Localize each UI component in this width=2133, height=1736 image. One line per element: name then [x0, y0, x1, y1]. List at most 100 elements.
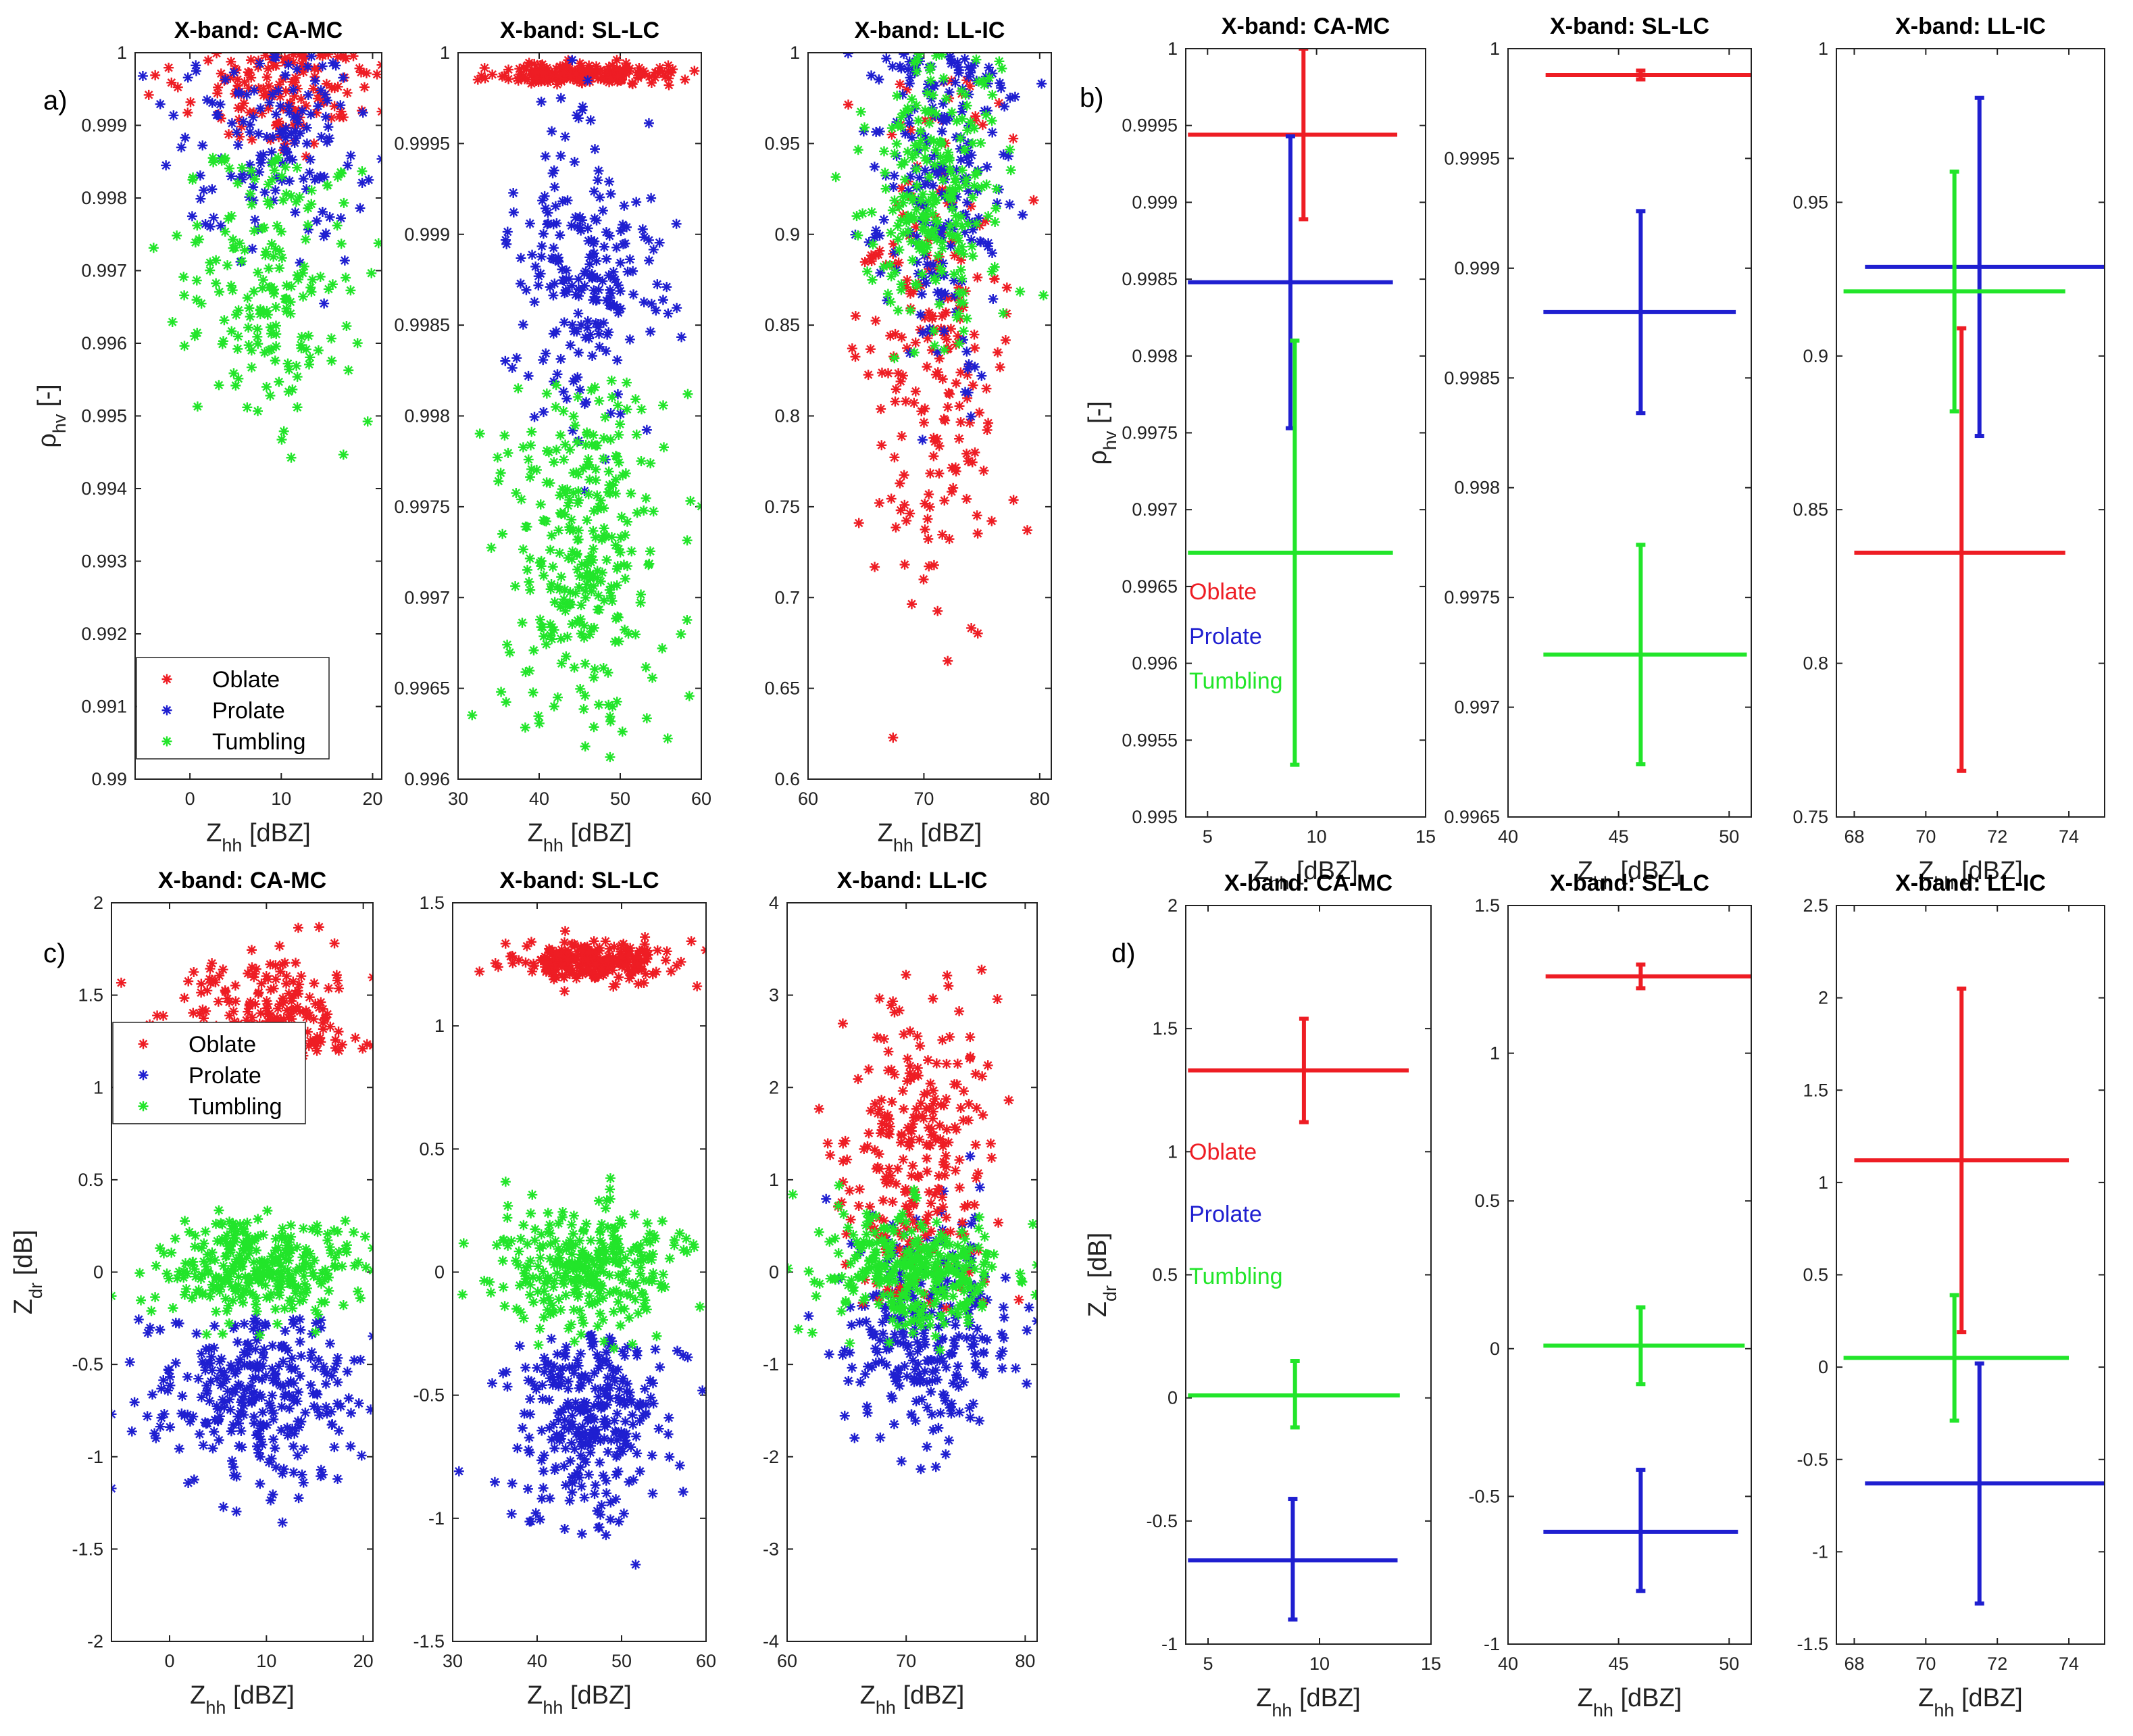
scatter-point-tumbling [262, 1206, 273, 1216]
scatter-point-oblate [943, 293, 953, 303]
scatter-point-tumbling [223, 214, 234, 224]
scatter-point-prolate [197, 140, 208, 151]
scatter-point-oblate [899, 1029, 909, 1040]
scatter-point-prolate [609, 1376, 620, 1387]
scatter-point-prolate [249, 85, 259, 96]
scatter-point-tumbling [953, 230, 963, 241]
scatter-point-prolate [987, 127, 998, 138]
scatter-point-tumbling [948, 1291, 959, 1302]
scatter-point-prolate [259, 1344, 270, 1355]
scatter-point-tumbling [917, 212, 928, 222]
scatter-point-oblate [205, 977, 216, 988]
plot-frame [111, 902, 374, 1642]
scatter-point-oblate [883, 368, 894, 378]
scatter-point-oblate [902, 275, 913, 286]
scatter-point-tumbling [591, 440, 601, 451]
scatter-point-tumbling [467, 710, 478, 720]
scatter-point-tumbling [969, 123, 980, 134]
scatter-point-prolate [301, 122, 312, 133]
x-axis-label-base: Z [1253, 857, 1269, 885]
scatter-point-tumbling [237, 1254, 248, 1265]
x-axis-label-sub: hh [205, 1697, 226, 1718]
scatter-point-oblate [589, 962, 600, 972]
scatter-point-oblate [253, 989, 264, 999]
scatter-point-oblate [890, 396, 901, 407]
scatter-point-tumbling [524, 665, 535, 676]
scatter-point-tumbling [606, 532, 617, 543]
scatter-point-tumbling [543, 1272, 553, 1283]
scatter-point-prolate [331, 1358, 342, 1369]
scatter-point-tumbling [913, 1309, 924, 1320]
scatter-point-oblate [928, 993, 938, 1004]
y-tick-label: 0.6 [774, 769, 800, 789]
scatter-point-oblate [878, 1216, 889, 1226]
scatter-point-oblate [883, 1046, 894, 1057]
scatter-point-prolate [357, 177, 368, 188]
scatter-point-prolate [566, 1437, 577, 1448]
scatter-point-prolate [619, 200, 630, 211]
scatter-point-tumbling [641, 713, 652, 724]
scatter-point-prolate [209, 1320, 220, 1331]
scatter-point-prolate [345, 1441, 356, 1452]
y-tick-label: 0.9965 [1444, 807, 1500, 827]
y-tick-label: 0.998 [81, 188, 127, 208]
scatter-point-tumbling [576, 559, 587, 570]
scatter-point-oblate [943, 387, 954, 398]
scatter-point-tumbling [951, 1268, 961, 1279]
scatter-point-tumbling [890, 1276, 901, 1287]
scatter-point-tumbling [575, 1259, 586, 1270]
scatter-point-tumbling [845, 1338, 855, 1349]
scatter-point-prolate [966, 150, 977, 161]
scatter-point-tumbling [538, 1312, 549, 1322]
scatter-point-oblate [954, 433, 965, 444]
scatter-point-prolate [548, 290, 559, 301]
scatter-point-oblate [642, 945, 653, 956]
scatter-point-prolate [583, 1437, 594, 1447]
scatter-point-tumbling [301, 1258, 311, 1268]
scatter-point-tumbling [588, 555, 599, 566]
scatter-point-tumbling [576, 1329, 586, 1340]
scatter-point-tumbling [205, 257, 216, 268]
scatter-point-tumbling [561, 1239, 572, 1249]
scatter-point-prolate [303, 89, 313, 100]
scatter-point-prolate [547, 126, 557, 137]
scatter-point-tumbling [568, 1229, 578, 1239]
scatter-point-prolate [221, 1374, 232, 1385]
scatter-point-oblate [280, 86, 291, 97]
scatter-point-oblate [325, 1021, 336, 1032]
scatter-point-oblate [257, 108, 268, 119]
scatter-point-oblate [603, 61, 614, 72]
scatter-point-oblate [266, 985, 276, 995]
scatter-point-tumbling [286, 191, 297, 201]
scatter-point-oblate [604, 943, 615, 954]
scatter-point-tumbling [303, 330, 314, 341]
x-axis-label-sub: hh [543, 835, 563, 855]
scatter-point-tumbling [568, 468, 579, 478]
scatter-point-oblate [841, 1229, 852, 1239]
x-axis-label-sub: hh [1593, 873, 1613, 893]
scatter-point-oblate [850, 311, 861, 322]
scatter-point-oblate [904, 230, 915, 241]
scatter-point-oblate [949, 250, 960, 261]
scatter-point-prolate [618, 1376, 628, 1387]
scatter-point-tumbling [682, 535, 693, 546]
scatter-point-prolate [248, 112, 259, 123]
scatter-point-tumbling [246, 345, 257, 356]
scatter-point-prolate [243, 1338, 253, 1349]
scatter-point-oblate [924, 264, 934, 274]
scatter-point-prolate [886, 1391, 897, 1402]
scatter-point-oblate [309, 139, 320, 149]
scatter-point-tumbling [599, 523, 609, 534]
scatter-point-oblate [302, 1026, 313, 1037]
scatter-point-oblate [915, 1098, 926, 1109]
scatter-point-tumbling [525, 1256, 536, 1266]
scatter-point-oblate [941, 1124, 952, 1135]
scatter-point-prolate [624, 254, 635, 265]
scatter-point-prolate [596, 1403, 607, 1414]
scatter-point-tumbling [936, 137, 947, 148]
scatter-point-oblate [863, 1128, 874, 1139]
scatter-point-prolate [889, 170, 900, 181]
scatter-point-prolate [561, 265, 572, 276]
scatter-point-tumbling [151, 1260, 161, 1271]
scatter-point-oblate [896, 1130, 907, 1141]
